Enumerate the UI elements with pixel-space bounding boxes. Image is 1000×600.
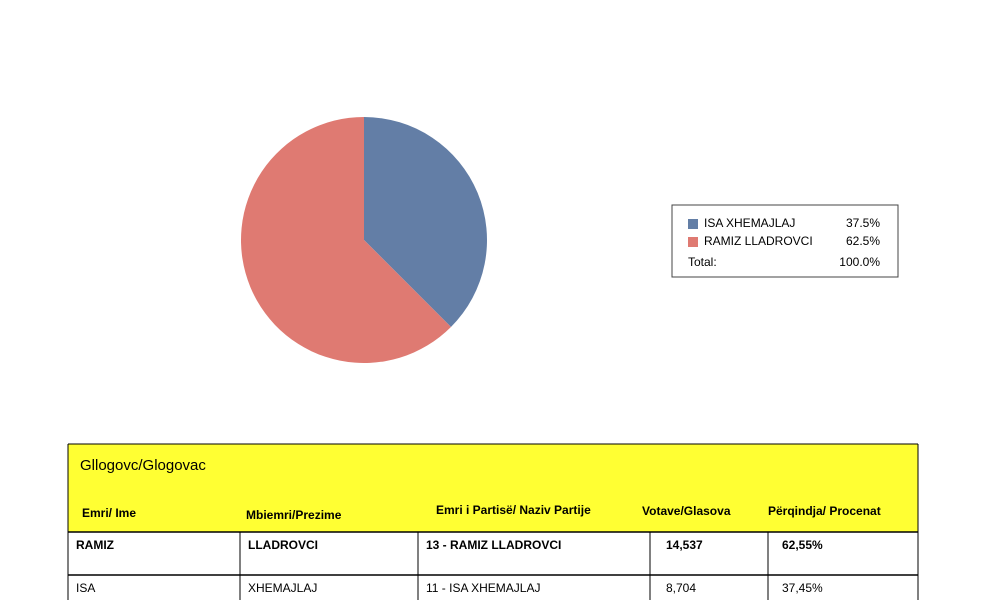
table-cell: 37,45% xyxy=(782,581,823,595)
table-header-cell: Emri/ Ime xyxy=(82,506,136,520)
legend-swatch xyxy=(688,237,698,247)
table-header-cell: Votave/Glasova xyxy=(642,504,731,518)
legend-total-label: Total: xyxy=(688,255,717,269)
table-cell: 62,55% xyxy=(782,538,823,552)
table-cell: XHEMAJLAJ xyxy=(248,581,317,595)
legend-value: 62.5% xyxy=(846,234,880,248)
pie-slice xyxy=(240,117,451,363)
legend-value: 37.5% xyxy=(846,216,880,230)
legend-total-value: 100.0% xyxy=(839,255,880,269)
table-header-cell: Emri i Partisë/ Naziv Partije xyxy=(436,503,591,517)
table-header-cell: Mbiemri/Prezime xyxy=(246,508,342,522)
table-cell: ISA xyxy=(76,581,95,595)
legend-box xyxy=(671,204,899,278)
table-cell: RAMIZ xyxy=(76,538,114,552)
legend-label: ISA XHEMAJLAJ xyxy=(704,216,795,230)
table-cell: 14,537 xyxy=(666,538,703,552)
table-cell: 13 - RAMIZ LLADROVCI xyxy=(426,538,561,552)
table-cell: 8,704 xyxy=(666,581,696,595)
pie-slice xyxy=(364,117,487,327)
table-cell: LLADROVCI xyxy=(248,538,318,552)
legend-label: RAMIZ LLADROVCI xyxy=(704,234,813,248)
table-cell: 11 - ISA XHEMAJLAJ xyxy=(426,581,541,595)
table-title: Gllogovc/Glogovac xyxy=(80,457,206,474)
legend-swatch xyxy=(688,219,698,229)
table-header-bg xyxy=(68,444,918,532)
table-header-cell: Përqindja/ Procenat xyxy=(768,504,881,518)
